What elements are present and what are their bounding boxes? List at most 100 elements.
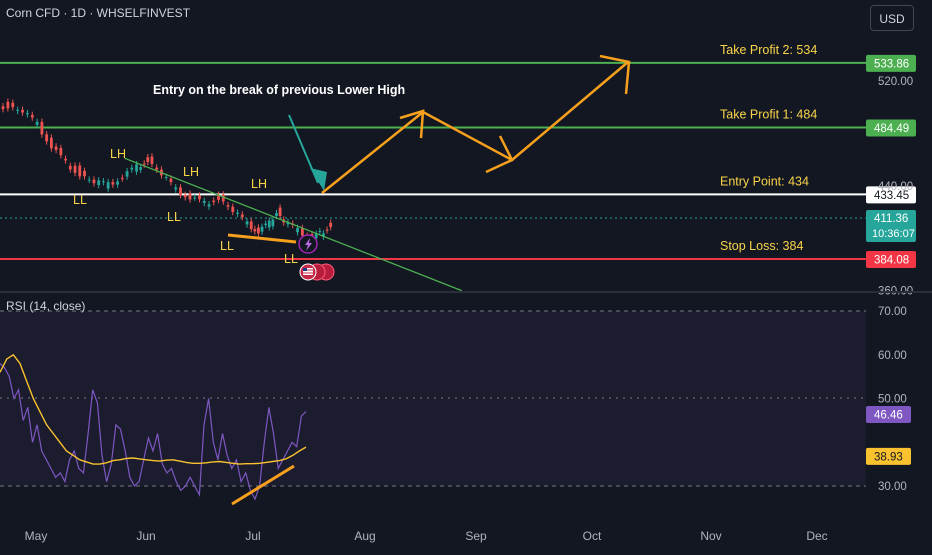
candle-body	[59, 148, 63, 156]
candle-body	[106, 182, 110, 189]
candle-body	[249, 221, 253, 230]
candle-body	[26, 113, 29, 115]
arrowhead-3	[599, 54, 631, 95]
countdown-text: 10:36:07	[872, 228, 915, 240]
price-tick: 520.00	[878, 76, 913, 88]
flag-stripes	[303, 268, 313, 275]
rsi-ma-line	[0, 353, 307, 465]
annotation-arrow	[288, 114, 327, 191]
candle-body	[188, 193, 192, 200]
rsi-axis[interactable]: 70.00 60.00 50.00 30.00 46.46 38.93	[866, 306, 911, 493]
level-price-text: 533.86	[874, 58, 909, 70]
candle-body	[111, 182, 115, 185]
level-label: Take Profit 1: 484	[720, 108, 817, 122]
candle-body	[245, 221, 249, 225]
rsi-ma-text: 38.93	[874, 451, 903, 463]
candle-body	[169, 178, 173, 183]
candle-body	[183, 195, 187, 198]
level-price-tag	[866, 119, 916, 137]
swing-label: LL	[284, 252, 298, 266]
price-tick: 440.00	[878, 181, 913, 193]
candle-body	[193, 197, 197, 199]
level-price-text: 484.49	[874, 123, 909, 135]
candle-body	[217, 194, 220, 200]
candle-body	[329, 222, 333, 227]
candle-body	[253, 229, 257, 232]
swing-labels: LH LH LH LL LL LL LL	[73, 147, 298, 266]
time-tick: Aug	[354, 529, 375, 543]
price-pane[interactable]: Take Profit 2: 534 533.86 Take Profit 1: 4…	[0, 43, 916, 292]
candle-body	[64, 158, 67, 161]
current-price-value: 411.36	[874, 213, 908, 225]
candle-body	[49, 137, 53, 149]
swing-label: LH	[251, 177, 267, 191]
currency-button[interactable]: USD	[870, 5, 914, 31]
candle-body	[130, 167, 134, 170]
candle-body	[45, 134, 49, 142]
level-price-tag	[866, 186, 916, 204]
time-tick: Sep	[465, 529, 487, 543]
time-axis[interactable]: May Jun Jul Aug Sep Oct Nov Dec	[25, 529, 828, 543]
rsi-tick: 50.00	[878, 394, 907, 406]
candle-body	[54, 146, 58, 150]
rsi-divergence-line	[231, 464, 295, 506]
level-label: Take Profit 2: 534	[720, 43, 817, 57]
rsi-value-tag	[866, 405, 911, 423]
level-price-text: 384.08	[874, 255, 909, 267]
symbol-header: Corn CFD · 1D · WHSELFINVEST	[6, 6, 191, 20]
candle-body	[125, 171, 129, 177]
candle-body	[174, 187, 178, 190]
candle-body	[139, 167, 143, 170]
candle-body	[16, 109, 20, 111]
rsi-tick: 70.00	[878, 306, 907, 318]
candle-body	[155, 167, 159, 170]
candle-body	[21, 109, 24, 113]
time-tick: Dec	[806, 529, 827, 543]
current-price-tag	[866, 210, 916, 242]
candle-body	[318, 231, 322, 233]
projection-path	[321, 54, 631, 194]
lightning-icon	[305, 238, 312, 251]
level-price-tag	[866, 251, 916, 269]
rsi-tick: 30.00	[878, 481, 907, 493]
candle-body	[30, 114, 34, 118]
candle-body	[92, 179, 96, 184]
candle-body	[97, 180, 101, 186]
candle-body	[83, 170, 86, 177]
candle-body	[164, 176, 168, 178]
downtrend-line[interactable]	[124, 157, 462, 292]
candle-body	[40, 121, 44, 135]
candle-body	[300, 227, 304, 236]
candle-body	[264, 223, 268, 225]
event-icons[interactable]	[298, 234, 335, 281]
candle-body	[150, 156, 154, 164]
candle-body	[226, 205, 230, 207]
candle-body	[212, 200, 216, 203]
divergence-marker	[227, 233, 297, 244]
level-price-text: 433.45	[874, 190, 909, 202]
rsi-line	[0, 363, 307, 501]
rsi-pane[interactable]	[0, 310, 866, 506]
swing-label: LL	[73, 193, 87, 207]
projection-line	[321, 61, 629, 194]
time-tick: Oct	[583, 529, 602, 543]
candle-body	[202, 200, 206, 203]
candle-body	[120, 177, 124, 179]
time-tick: Nov	[700, 529, 721, 543]
candle-body	[286, 221, 290, 225]
swing-label: LL	[167, 210, 181, 224]
price-divergence-line	[227, 233, 297, 244]
candle-body	[296, 227, 299, 233]
candle-body	[260, 226, 264, 232]
level-price-tag	[866, 54, 916, 72]
candle-body	[221, 194, 225, 202]
swing-label: LL	[220, 239, 234, 253]
candle-body	[116, 181, 120, 185]
candle-body	[6, 101, 10, 109]
swing-label: LH	[183, 165, 199, 179]
levels-layer: Take Profit 2: 534 533.86 Take Profit 1: 4…	[0, 43, 916, 269]
